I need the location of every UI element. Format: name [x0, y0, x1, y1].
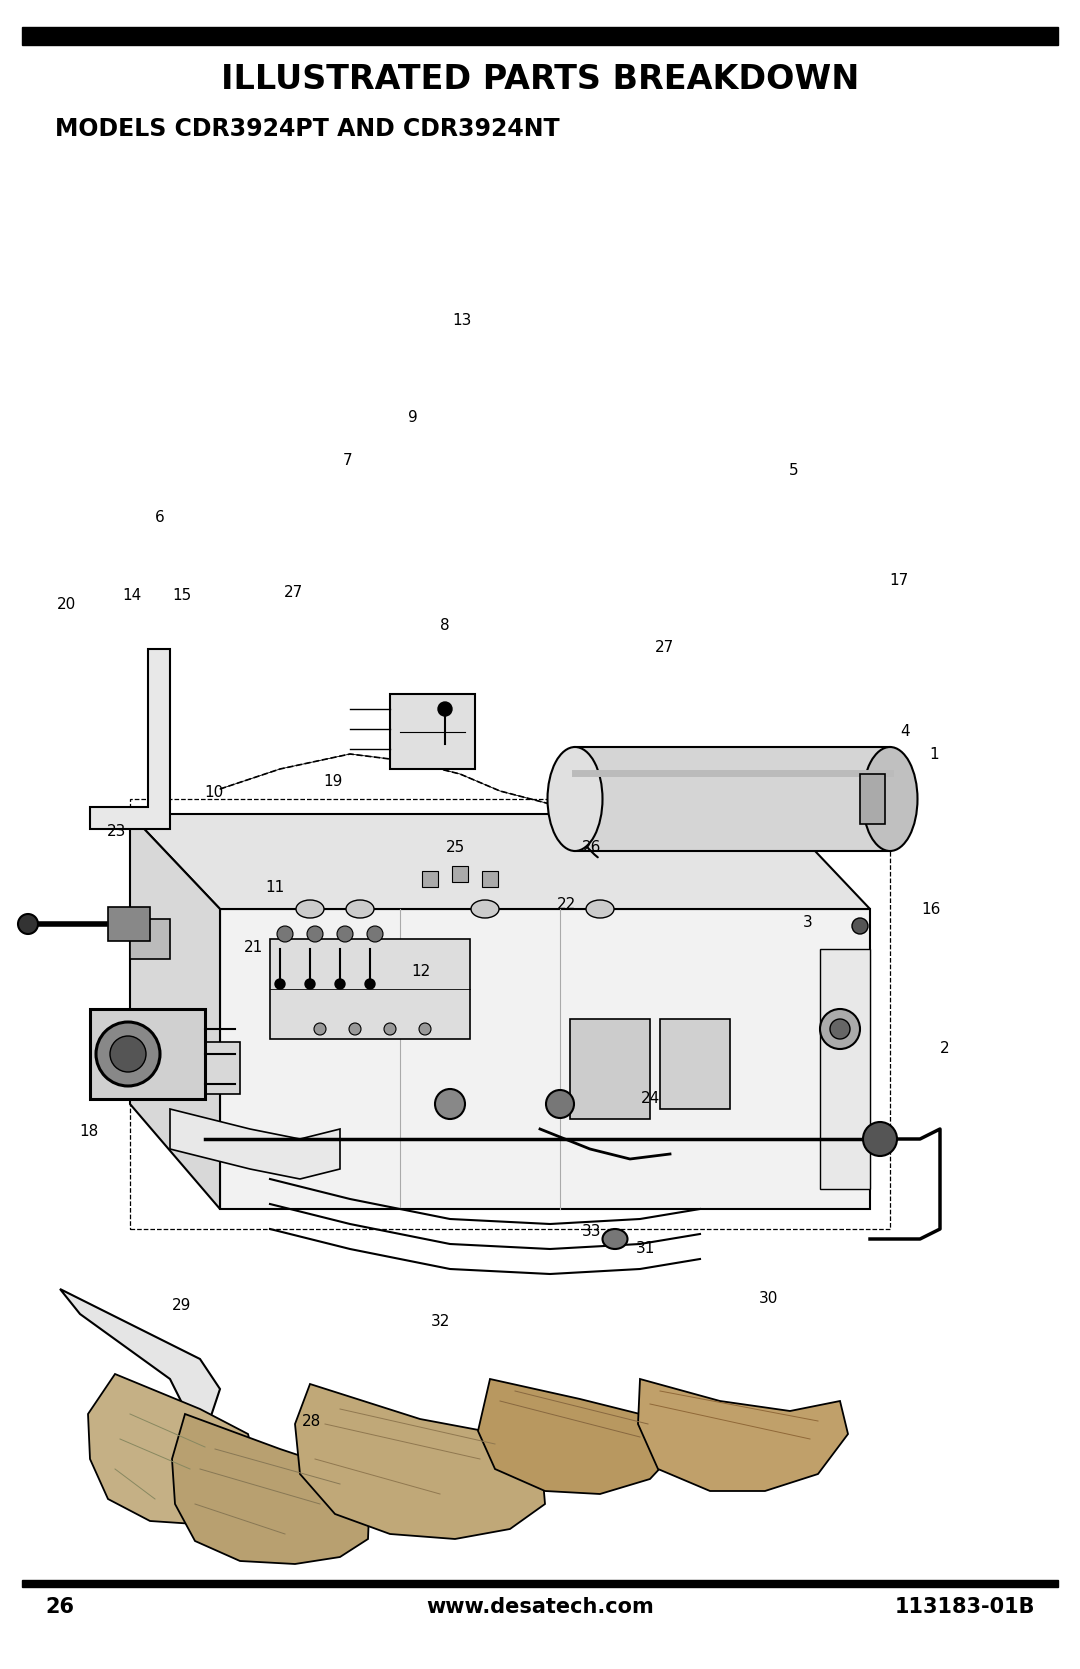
Circle shape	[419, 1023, 431, 1035]
Circle shape	[831, 1020, 850, 1040]
Ellipse shape	[471, 900, 499, 918]
Circle shape	[110, 1036, 146, 1071]
Text: 23: 23	[107, 824, 126, 838]
Circle shape	[365, 980, 375, 990]
Text: 8: 8	[441, 619, 449, 633]
Polygon shape	[90, 649, 170, 829]
Text: MODELS CDR3924PT AND CDR3924NT: MODELS CDR3924PT AND CDR3924NT	[55, 117, 559, 140]
Text: 11: 11	[266, 881, 285, 895]
Text: ILLUSTRATED PARTS BREAKDOWN: ILLUSTRATED PARTS BREAKDOWN	[220, 63, 860, 97]
Text: 17: 17	[889, 574, 908, 587]
Polygon shape	[130, 814, 220, 1208]
Bar	[130, 920, 170, 960]
Bar	[422, 871, 438, 886]
Polygon shape	[172, 1414, 370, 1564]
Polygon shape	[170, 1108, 340, 1178]
Text: 2: 2	[941, 1041, 949, 1055]
Polygon shape	[820, 950, 870, 1188]
Circle shape	[820, 1010, 860, 1050]
Circle shape	[314, 1023, 326, 1035]
Text: 7: 7	[343, 454, 352, 467]
Text: 18: 18	[79, 1125, 98, 1138]
Ellipse shape	[548, 748, 603, 851]
Ellipse shape	[296, 900, 324, 918]
Text: 20: 20	[57, 598, 77, 611]
Text: 25: 25	[446, 841, 465, 855]
Text: 5: 5	[789, 464, 798, 477]
Circle shape	[863, 1122, 897, 1157]
Bar	[108, 906, 150, 941]
Circle shape	[349, 1023, 361, 1035]
Polygon shape	[130, 814, 870, 910]
Text: 29: 29	[172, 1298, 191, 1312]
Text: 30: 30	[759, 1292, 779, 1305]
Text: 6: 6	[154, 511, 165, 524]
Text: 4: 4	[901, 724, 909, 738]
Bar	[270, 940, 470, 1040]
Bar	[570, 1020, 650, 1118]
Circle shape	[276, 926, 293, 941]
Text: 12: 12	[411, 965, 431, 978]
Text: 22: 22	[557, 898, 577, 911]
Text: 32: 32	[431, 1315, 450, 1329]
Bar	[90, 1010, 205, 1098]
Circle shape	[307, 926, 323, 941]
Text: 3: 3	[802, 916, 813, 930]
Circle shape	[546, 1090, 573, 1118]
Bar	[390, 694, 475, 769]
Circle shape	[96, 1021, 160, 1087]
Circle shape	[275, 980, 285, 990]
Bar	[860, 774, 885, 824]
Text: 26: 26	[582, 841, 602, 855]
Bar	[453, 866, 468, 881]
Bar	[660, 1020, 730, 1108]
Bar	[575, 748, 890, 851]
Circle shape	[305, 980, 315, 990]
Polygon shape	[295, 1384, 545, 1539]
Text: 1: 1	[930, 748, 939, 761]
Circle shape	[384, 1023, 396, 1035]
Ellipse shape	[346, 900, 374, 918]
Text: 15: 15	[172, 589, 191, 603]
Text: 14: 14	[122, 589, 141, 603]
Polygon shape	[87, 1374, 258, 1524]
Text: 16: 16	[921, 903, 941, 916]
Text: 33: 33	[582, 1225, 602, 1238]
Ellipse shape	[863, 748, 918, 851]
Text: 31: 31	[636, 1242, 656, 1255]
Circle shape	[435, 1088, 465, 1118]
Ellipse shape	[603, 1228, 627, 1248]
Text: 21: 21	[244, 941, 264, 955]
Circle shape	[337, 926, 353, 941]
Bar	[168, 1041, 240, 1093]
Text: 10: 10	[204, 786, 224, 799]
Bar	[22, 1581, 1058, 1587]
Text: 27: 27	[284, 586, 303, 599]
Circle shape	[367, 926, 383, 941]
Text: 113183-01B: 113183-01B	[894, 1597, 1035, 1617]
Polygon shape	[638, 1379, 848, 1490]
Text: 24: 24	[640, 1092, 660, 1105]
Circle shape	[438, 703, 453, 716]
Text: 19: 19	[323, 774, 342, 788]
Ellipse shape	[586, 900, 615, 918]
Text: www.desatech.com: www.desatech.com	[427, 1597, 653, 1617]
Circle shape	[852, 918, 868, 935]
Text: 9: 9	[407, 411, 418, 424]
Circle shape	[18, 915, 38, 935]
Bar	[482, 871, 498, 886]
Polygon shape	[478, 1379, 678, 1494]
Text: 13: 13	[453, 314, 472, 327]
Text: 26: 26	[45, 1597, 75, 1617]
Circle shape	[335, 980, 345, 990]
Text: 27: 27	[654, 641, 674, 654]
Polygon shape	[220, 910, 870, 1208]
Polygon shape	[60, 1288, 220, 1419]
Bar	[22, 27, 1058, 45]
Text: 28: 28	[301, 1415, 321, 1429]
